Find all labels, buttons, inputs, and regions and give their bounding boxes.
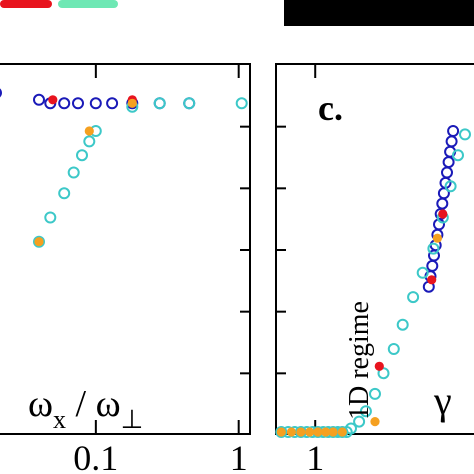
data-point-cyan-open [452,149,464,162]
data-point-blue-open [33,93,45,106]
data-point-red-filled [427,275,437,285]
x-tick-label: 1 [306,438,324,474]
x-tick-label: 1 [230,438,248,474]
data-point-orange-filled [84,126,94,136]
data-point-blue-open [426,259,439,272]
data-point-orange-filled [432,233,442,243]
data-point-cyan-open [387,343,400,355]
data-point-cyan-open [235,97,248,110]
data-point-cyan-open [76,149,88,162]
data-point-orange-filled [337,427,347,437]
data-point-orange-filled [321,427,331,437]
data-point-cyan-open [427,242,440,255]
data-point-cyan-open [67,166,80,179]
data-point-blue-open [89,97,102,110]
green-bar-fragment [58,0,118,8]
data-point-blue-open [441,166,453,179]
data-points-right [275,125,471,438]
data-point-blue-open [106,97,119,110]
data-point-cyan-open [359,405,372,418]
x-tick-label: 0.1 [73,438,118,474]
data-point-cyan-open [275,426,288,438]
data-point-cyan-open [377,367,390,380]
tick-marks-left [94,64,250,434]
data-point-cyan-open [369,387,381,400]
data-point-cyan-open [353,415,366,428]
x-axis-label-left: ωx / ω⊥ [28,383,143,434]
data-point-blue-open [72,97,84,110]
data-point-cyan-open [153,97,166,110]
tick-marks-right [276,64,317,434]
data-point-orange-filled [305,427,315,437]
data-point-red-filled [438,209,448,219]
red-bar-fragment [0,0,52,8]
chart-panel-right: 1 c. γ 1D regime [275,63,474,474]
data-point-blue-open [442,156,455,169]
data-point-blue-open [447,125,460,137]
plot-frame-left [0,63,251,435]
data-point-orange-filled [34,237,44,247]
data-point-cyan-open [345,422,357,435]
data-point-cyan-open [44,211,57,224]
data-point-orange-filled [286,427,296,437]
top-strip-fragments [0,0,474,26]
data-point-cyan-open [444,180,457,193]
data-point-red-filled [48,95,58,105]
chart-panel-left: 0.1 1 ωx / ω⊥ [0,63,251,474]
data-point-cyan-open [396,318,409,331]
data-point-cyan-open [58,187,71,200]
data-points-left [0,88,248,248]
data-point-cyan-open [83,135,96,148]
data-point-orange-filled [276,427,286,437]
panel-label-c: c. [318,88,343,128]
data-point-cyan-open [459,128,471,141]
data-point-cyan-open [33,235,45,248]
tick-labels-left: 0.1 1 [73,438,247,474]
x-axis-label-gamma: γ [433,378,452,423]
black-panel-fragment [284,0,474,26]
data-point-cyan-open [407,291,420,304]
data-point-blue-open [436,197,449,210]
data-point-red-filled [374,361,384,371]
data-point-blue-open [58,97,71,110]
data-point-orange-filled [296,427,306,437]
annotation-1d-regime: 1D regime [344,301,375,420]
data-point-blue-open [0,88,2,98]
tick-labels-right: 1 [306,438,324,474]
data-point-orange-filled [313,427,323,437]
data-point-orange-filled [127,98,137,108]
data-point-blue-open [445,135,458,148]
data-point-cyan-open [183,97,196,110]
data-point-orange-filled [370,417,380,427]
data-point-cyan-open [416,266,429,279]
data-point-orange-filled [328,427,338,437]
